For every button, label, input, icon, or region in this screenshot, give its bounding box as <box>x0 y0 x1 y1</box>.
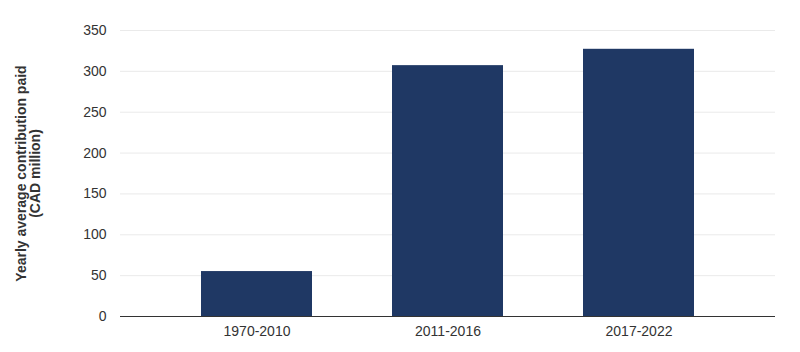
svg-text:300: 300 <box>83 63 107 79</box>
svg-text:50: 50 <box>91 267 107 283</box>
svg-text:0: 0 <box>99 308 107 324</box>
svg-text:100: 100 <box>83 226 107 242</box>
svg-text:150: 150 <box>83 185 107 201</box>
svg-text:Yearly average contribution pa: Yearly average contribution paid(CAD mil… <box>13 65 43 281</box>
svg-text:2011-2016: 2011-2016 <box>415 323 481 339</box>
svg-text:1970-2010: 1970-2010 <box>224 323 291 339</box>
svg-text:250: 250 <box>83 104 107 120</box>
svg-text:2017-2022: 2017-2022 <box>606 323 673 339</box>
svg-text:350: 350 <box>83 22 107 38</box>
svg-text:200: 200 <box>83 145 107 161</box>
